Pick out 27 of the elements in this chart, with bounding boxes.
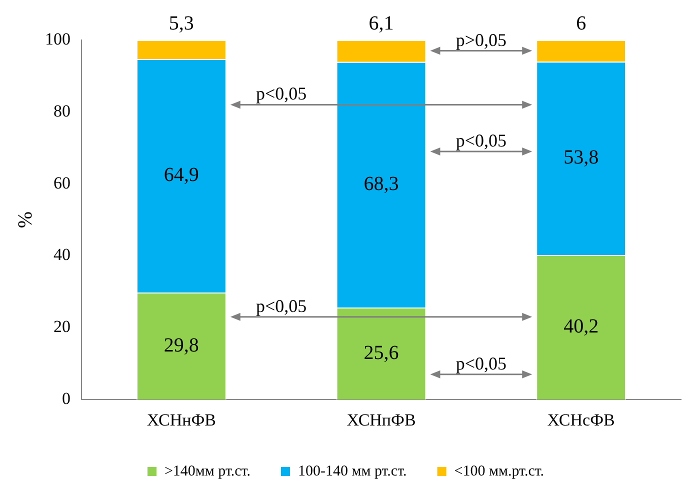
data-label: 6,1 — [368, 12, 394, 34]
y-tick-label: 80 — [54, 101, 70, 120]
annotation: p>0,05 — [456, 30, 506, 50]
y-tick-label: 40 — [54, 245, 70, 264]
x-tick-label: ХСНпФВ — [346, 410, 416, 430]
annotation: p<0,05 — [256, 84, 307, 104]
legend-label: <100 мм.рт.ст. — [454, 463, 544, 480]
data-label: 25,6 — [364, 342, 399, 364]
y-tick-label: 0 — [62, 389, 70, 408]
data-label: 53,8 — [564, 146, 599, 169]
data-label: 29,8 — [164, 334, 199, 356]
legend-label: >140мм рт.ст. — [164, 463, 250, 480]
data-label: 5,3 — [168, 12, 194, 34]
data-label: 40,2 — [564, 316, 599, 338]
x-tick-label: ХСНнФВ — [146, 410, 216, 430]
data-label: 6 — [576, 12, 586, 34]
y-tick-label: 20 — [54, 317, 70, 336]
y-axis-title: % — [14, 211, 36, 228]
legend-label: 100-140 мм рт.ст. — [298, 463, 407, 480]
data-label: 64,9 — [164, 164, 199, 186]
annotation: p<0,05 — [456, 353, 506, 374]
y-tick-label: 60 — [54, 173, 70, 192]
data-label: 68,3 — [364, 172, 399, 195]
annotation: p<0,05 — [456, 130, 506, 150]
annotation: p<0,05 — [256, 296, 307, 316]
x-tick-label: ХСНсФВ — [547, 410, 615, 430]
y-tick-label: 100 — [45, 29, 70, 48]
